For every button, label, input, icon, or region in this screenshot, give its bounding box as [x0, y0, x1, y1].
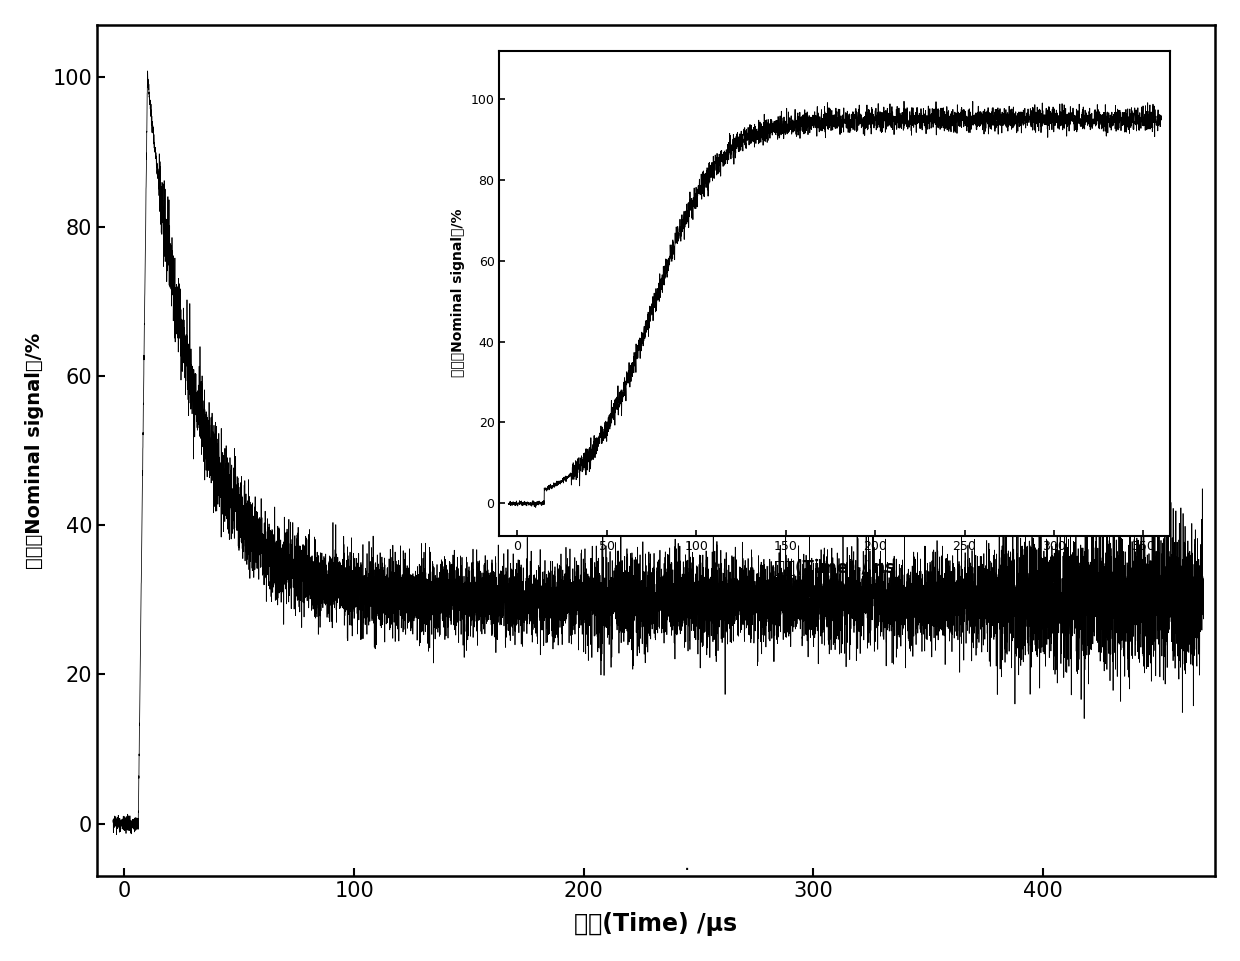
Text: .: . [683, 855, 691, 875]
X-axis label: 时间(Time) /μs: 时间(Time) /μs [574, 912, 738, 936]
Y-axis label: 强度（Nominal signal）/%: 强度（Nominal signal）/% [25, 333, 43, 569]
